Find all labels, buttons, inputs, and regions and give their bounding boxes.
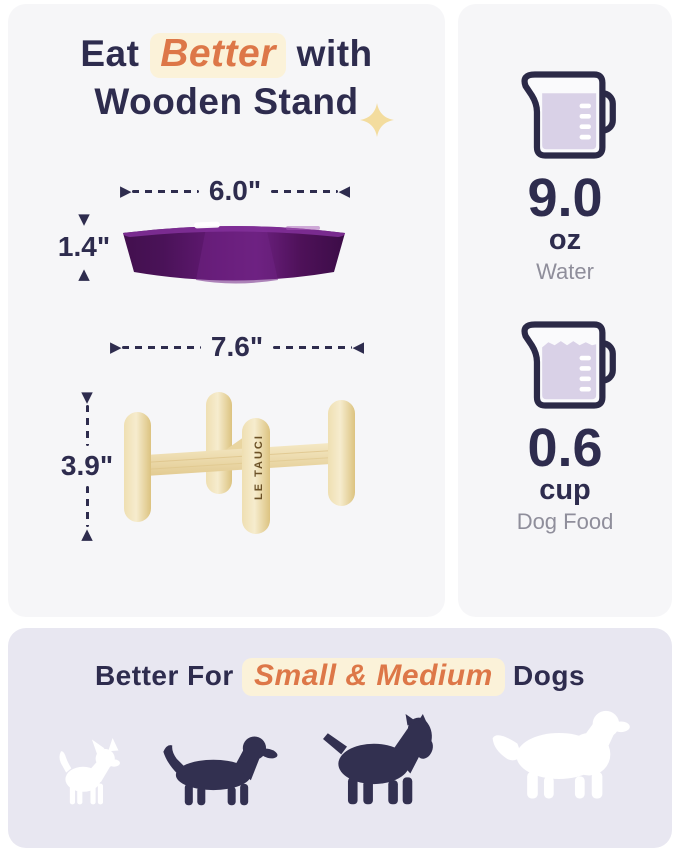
- sparkle-icon: [360, 103, 394, 137]
- arrowhead-down-icon: ▼: [78, 210, 90, 228]
- dimensions-card: Eat Better with Wooden Stand ▶ 6.0" ◀ ▼ …: [8, 4, 445, 617]
- title-line2: Wooden Stand: [94, 80, 359, 122]
- stand-width-dimension: ▶ 7.6" ◀: [110, 331, 365, 362]
- capacity-card: 9.0 oz Water 0.6 cup Dog Food: [458, 4, 672, 617]
- dog-chihuahua-silhouette: [59, 738, 120, 805]
- bowl-width-dimension: ▶ 6.0" ◀: [120, 175, 351, 206]
- dash-line: [85, 405, 89, 446]
- dash-line: [121, 345, 201, 349]
- title-pre: Eat: [80, 33, 140, 74]
- banner-title: Better For Small & Medium Dogs: [8, 658, 672, 696]
- banner-post: Dogs: [513, 660, 586, 691]
- dog-golden-retriever-silhouette: [492, 710, 630, 799]
- water-label: Water: [536, 259, 594, 284]
- food-value: 0.6: [527, 418, 603, 478]
- dash-line: [131, 189, 199, 193]
- measuring-cup-water-icon: [521, 71, 616, 159]
- measuring-cup-food-icon: [521, 321, 616, 409]
- water-capacity-stat: 9.0 oz Water: [458, 168, 672, 286]
- bowl-height-label: 1.4": [57, 231, 111, 262]
- stand-height-dimension: ▼ 3.9" ▲: [50, 390, 124, 542]
- stand-height-label: 3.9": [60, 450, 114, 481]
- main-title: Eat Better with Wooden Stand: [8, 30, 445, 125]
- arrowhead-up-icon: ▲: [81, 525, 93, 543]
- dog-size-banner: Better For Small & Medium Dogs: [8, 628, 672, 848]
- food-unit: cup: [539, 474, 591, 506]
- arrowhead-left-icon: ◀: [352, 337, 365, 356]
- stand-width-label: 7.6": [210, 331, 264, 362]
- title-highlight: Better: [150, 33, 286, 78]
- dash-line: [271, 189, 339, 193]
- bowl-width-label: 6.0": [208, 175, 262, 206]
- arrowhead-right-icon: ▶: [110, 337, 122, 356]
- food-capacity-stat: 0.6 cup Dog Food: [458, 418, 672, 536]
- bowl-height-dimension: ▼ 1.4" ▲: [48, 212, 120, 286]
- banner-highlight: Small & Medium: [242, 658, 505, 696]
- banner-pre: Better For: [94, 660, 234, 691]
- purple-bowl-image: [123, 221, 345, 284]
- arrowhead-up-icon: ▲: [78, 265, 90, 283]
- arrowhead-left-icon: ◀: [338, 181, 351, 200]
- dog-dachshund-silhouette: [163, 736, 278, 806]
- water-value: 9.0: [527, 168, 603, 228]
- arrowhead-right-icon: ▶: [120, 181, 132, 200]
- wooden-stand-image: LE TAUCI: [124, 392, 355, 534]
- dog-bull-terrier-silhouette: [323, 714, 433, 805]
- water-unit: oz: [548, 224, 582, 256]
- brand-text: LE TAUCI: [253, 434, 265, 500]
- title-post: with: [296, 33, 373, 74]
- food-label: Dog Food: [516, 509, 614, 534]
- dash-line: [273, 345, 353, 349]
- dash-line: [85, 486, 89, 527]
- arrowhead-down-icon: ▼: [81, 388, 93, 406]
